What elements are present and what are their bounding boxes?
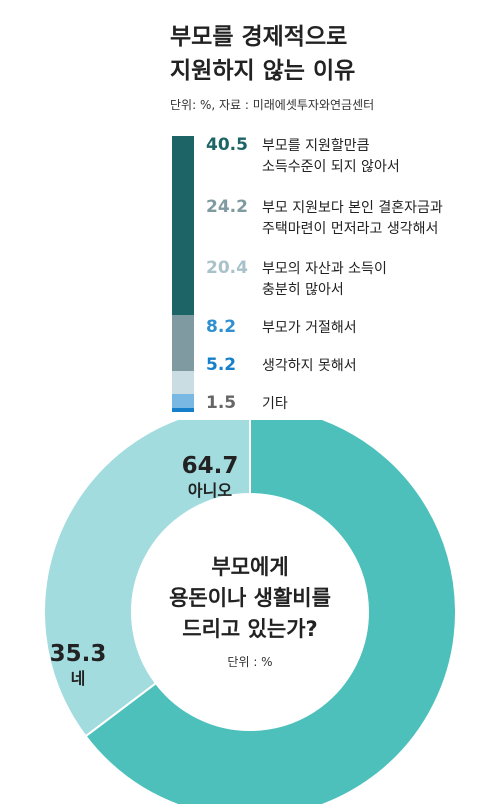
donut-question: 부모에게 용돈이나 생활비를 드리고 있는가? — [0, 552, 500, 645]
donut-unit: 단위 : % — [227, 655, 273, 669]
donut-question-line-2: 용돈이나 생활비를 — [169, 586, 331, 610]
donut-slice-category: 네 — [70, 669, 86, 688]
donut-hole — [132, 494, 368, 730]
bar-segment — [172, 370, 194, 394]
chart-title: 부모를 경제적으로 지원하지 않는 이유 — [170, 20, 490, 88]
donut-slice-label: 35.3 네 — [28, 640, 128, 690]
donut-slice-value: 35.3 — [49, 641, 107, 667]
donut-slice-label: 64.7 아니오 — [160, 452, 260, 502]
bar-value-label: 20.4 — [206, 258, 248, 278]
chart-title-line-1: 부모를 경제적으로 — [170, 24, 348, 50]
bar-value-label: 40.5 — [206, 135, 248, 155]
donut-center: 부모에게 용돈이나 생활비를 드리고 있는가? 단위 : % — [0, 552, 500, 670]
bar-category-label: 부모를 지원할만큼 소득수준이 되지 않아서 — [262, 138, 400, 175]
bar-segment — [172, 314, 194, 371]
bar-value-label: 5.2 — [206, 355, 237, 375]
donut-slice-category: 아니오 — [187, 481, 233, 500]
bar-category-label: 부모 지원보다 본인 결혼자금과 주택마련이 먼저라고 생각해서 — [262, 200, 443, 237]
donut-svg — [43, 404, 457, 808]
donut-slice-value: 64.7 — [181, 453, 239, 479]
bar-segment — [172, 136, 194, 248]
bar-category-label: 생각하지 못해서 — [262, 358, 357, 374]
bar-segment — [172, 247, 194, 315]
donut-question-line-3: 드리고 있는가? — [182, 617, 318, 641]
unit-source-note: 단위: %, 자료 : 미래에셋투자와연금센터 — [170, 98, 375, 112]
donut-chart — [0, 404, 500, 808]
bar-value-label: 8.2 — [206, 317, 237, 337]
donut-question-line-1: 부모에게 — [211, 555, 289, 579]
chart-title-line-2: 지원하지 않는 이유 — [170, 58, 356, 84]
stacked-bar — [172, 136, 194, 412]
bar-value-label: 24.2 — [206, 197, 248, 217]
bar-category-label: 부모의 자산과 소득이 충분히 많아서 — [262, 261, 387, 298]
bar-segment — [172, 393, 194, 408]
bar-category-label: 기타 — [262, 396, 288, 412]
bar-value-label: 1.5 — [206, 393, 237, 413]
bar-segment — [172, 407, 194, 412]
bar-category-label: 부모가 거절해서 — [262, 320, 357, 336]
